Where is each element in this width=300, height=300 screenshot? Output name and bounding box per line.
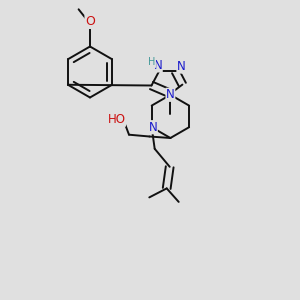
Text: O: O [85,15,95,28]
Text: N: N [166,88,175,101]
Text: N: N [153,59,162,72]
Text: N: N [177,60,186,73]
Text: N: N [148,121,157,134]
Text: H: H [148,57,155,68]
Text: HO: HO [107,113,125,126]
